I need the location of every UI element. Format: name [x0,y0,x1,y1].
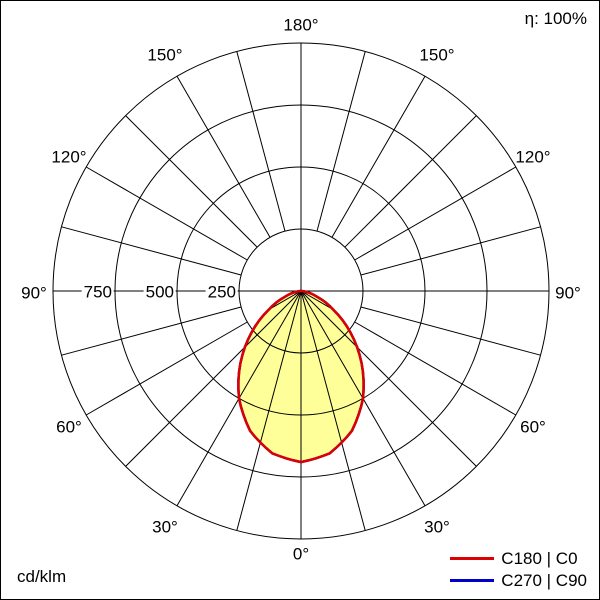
angle-label-30-left: 30° [152,517,178,537]
angle-label-150-right: 150° [419,45,455,65]
angle-label-0: 0° [292,544,310,564]
efficiency-label: η: 100% [524,9,587,28]
angle-label-90-right: 90° [555,283,581,303]
radial-tick-750: 750 [81,282,114,302]
angle-label-180: 180° [283,15,319,35]
angle-label-120-right: 120° [515,147,551,167]
legend-line-c90-icon [450,578,495,582]
radial-tick-500: 500 [143,282,176,302]
legend-label-c90: C270 | C90 [501,570,587,590]
angle-label-60-left: 60° [56,417,82,437]
angle-label-90-left: 90° [21,283,47,303]
legend-label-c0: C180 | C0 [501,548,578,568]
angle-label-30-right: 30° [424,517,450,537]
angle-label-120-left: 120° [51,147,87,167]
legend-item-c90: C270 | C90 [450,569,587,591]
legend-item-c0: C180 | C0 [450,547,587,569]
legend-line-c0-icon [450,556,495,560]
angle-label-150-left: 150° [147,45,183,65]
unit-label: cd/klm [17,567,67,586]
radial-tick-250: 250 [205,282,238,302]
legend: C180 | C0 C270 | C90 [450,547,587,591]
angle-label-60-right: 60° [520,417,546,437]
